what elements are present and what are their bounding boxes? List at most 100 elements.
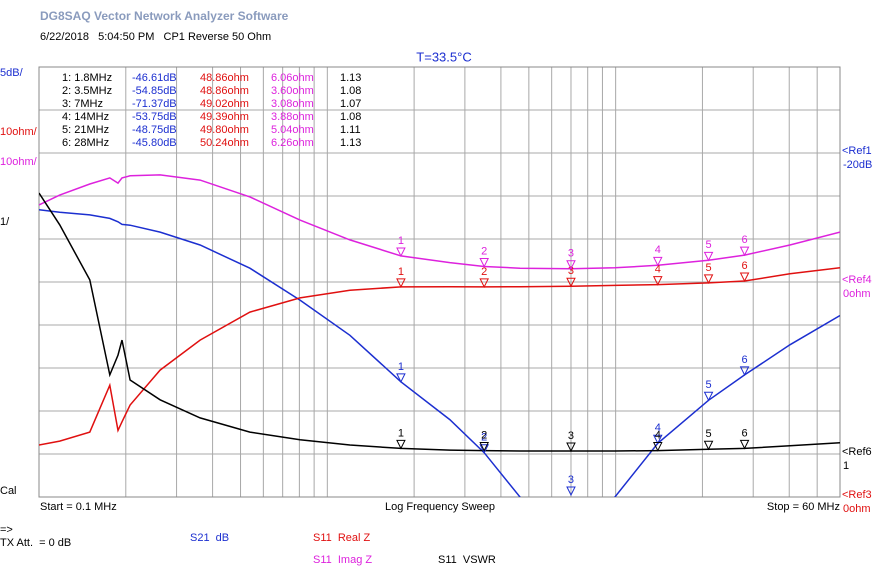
- marker-value: -45.80dB: [132, 137, 177, 149]
- ref-name: <Ref6: [842, 446, 872, 458]
- scale-label: 10ohm/: [0, 156, 38, 168]
- marker-id: 1: [398, 361, 404, 373]
- legend-entry: S11 VSWR: [438, 554, 496, 566]
- marker-triangle: [703, 391, 714, 402]
- marker-triangle: [652, 256, 663, 267]
- marker-triangle: [652, 442, 663, 452]
- tx-att: TX Att. = 0 dB: [0, 537, 71, 549]
- trace: [39, 209, 840, 497]
- marker-triangle: [703, 274, 714, 284]
- marker-value: 6.06ohm: [271, 72, 314, 84]
- temperature: T=33.5°C: [416, 49, 471, 64]
- marker-id: 6: [742, 260, 748, 272]
- marker-triangle: [396, 373, 406, 383]
- marker-value: 48.86ohm: [200, 72, 249, 84]
- marker-value: 5.04ohm: [271, 124, 314, 136]
- marker-triangle: [739, 366, 750, 376]
- legend-entry: S21 dB: [190, 532, 229, 544]
- scale-label: 1/: [0, 216, 10, 228]
- marker-value: 50.24ohm: [200, 137, 249, 149]
- marker-triangle: [479, 444, 489, 454]
- ref-value: 0ohm: [843, 503, 871, 515]
- scale-label: 10ohm/: [0, 126, 38, 138]
- sweep-info: 6/22/2018 5:04:50 PM CP1 Reverse 50 Ohm: [40, 31, 271, 43]
- marker-value: -71.37dB: [132, 98, 177, 110]
- marker-value: 1.08: [340, 85, 361, 97]
- marker-triangle: [652, 276, 663, 286]
- marker-value: 48.86ohm: [200, 85, 249, 97]
- marker-value: 6.26ohm: [271, 137, 314, 149]
- scale-label: 5dB/: [0, 67, 24, 79]
- marker-id: 3: [568, 265, 574, 277]
- sweep-label: Log Frequency Sweep: [385, 501, 495, 513]
- marker-id: 1: [398, 235, 404, 247]
- arrow-label: =>: [0, 524, 13, 536]
- cal-label: Cal: [0, 485, 17, 497]
- marker-triangle: [566, 260, 576, 270]
- marker-value: 3.60ohm: [271, 85, 314, 97]
- app-title: DG8SAQ Vector Network Analyzer Software: [40, 9, 289, 23]
- marker-freq: 1: 1.8MHz: [62, 72, 112, 84]
- trace: [39, 267, 840, 446]
- marker-triangle: [739, 272, 750, 283]
- curves: [39, 174, 840, 497]
- marker-freq: 3: 7MHz: [62, 98, 103, 110]
- marker-triangle: [739, 246, 750, 257]
- marker-triangle: [479, 278, 489, 289]
- stop-label: Stop = 60 MHz: [767, 501, 840, 513]
- marker-id: 3: [568, 430, 574, 442]
- marker-value: -48.75dB: [132, 124, 177, 136]
- marker-id: 2: [481, 429, 487, 441]
- marker-id: 2: [481, 432, 487, 444]
- marker-triangle: [566, 486, 576, 497]
- marker-id: 3: [568, 474, 574, 486]
- ref-name: <Ref3: [842, 489, 872, 501]
- marker-value: 49.02ohm: [200, 98, 249, 110]
- legend-entry: S11 Real Z: [313, 532, 371, 544]
- marker-triangle: [396, 278, 406, 289]
- marker-triangle: [703, 440, 714, 451]
- marker-triangle: [396, 247, 406, 258]
- marker-triangle: [479, 442, 489, 452]
- marker-triangle: [479, 258, 489, 268]
- marker-id: 2: [481, 266, 487, 278]
- marker-freq: 4: 14MHz: [62, 111, 109, 123]
- marker-id: 4: [655, 264, 661, 276]
- ref-value: -20dB: [843, 159, 872, 171]
- marker-value: -54.85dB: [132, 85, 177, 97]
- marker-id: 4: [655, 429, 661, 441]
- marker-id: 3: [568, 248, 574, 260]
- marker-id: 2: [481, 245, 487, 257]
- marker-triangle: [703, 251, 714, 262]
- marker-id: 4: [655, 422, 661, 434]
- marker-id: 5: [705, 239, 711, 251]
- marker-triangle: [652, 434, 663, 445]
- plot-frame: [38, 66, 841, 498]
- marker-value: -46.61dB: [132, 72, 177, 84]
- marker-value: 1.11: [340, 124, 361, 136]
- marker-value: 3.88ohm: [271, 111, 314, 123]
- marker-id: 5: [705, 262, 711, 274]
- marker-id: 6: [742, 234, 748, 246]
- marker-triangle: [396, 439, 406, 450]
- marker-id: 6: [742, 427, 748, 439]
- marker-value: 1.07: [340, 98, 361, 110]
- marker-id: 5: [705, 428, 711, 440]
- marker-value: 1.13: [340, 72, 361, 84]
- marker-freq: 6: 28MHz: [62, 137, 109, 149]
- marker-id: 5: [705, 379, 711, 391]
- marker-id: 6: [742, 354, 748, 366]
- marker-triangle: [566, 442, 576, 453]
- marker-value: 3.08ohm: [271, 98, 314, 110]
- marker-value: 1.13: [340, 137, 361, 149]
- marker-freq: 2: 3.5MHz: [62, 85, 112, 97]
- ref-name: <Ref1: [842, 145, 872, 157]
- legend-entry: S11 Imag Z: [313, 554, 372, 566]
- ref-value: 0ohm: [843, 288, 871, 300]
- ref-value: 1: [843, 460, 849, 472]
- marker-value: -53.75dB: [132, 111, 177, 123]
- marker-id: 1: [398, 266, 404, 278]
- start-label: Start = 0.1 MHz: [40, 501, 117, 513]
